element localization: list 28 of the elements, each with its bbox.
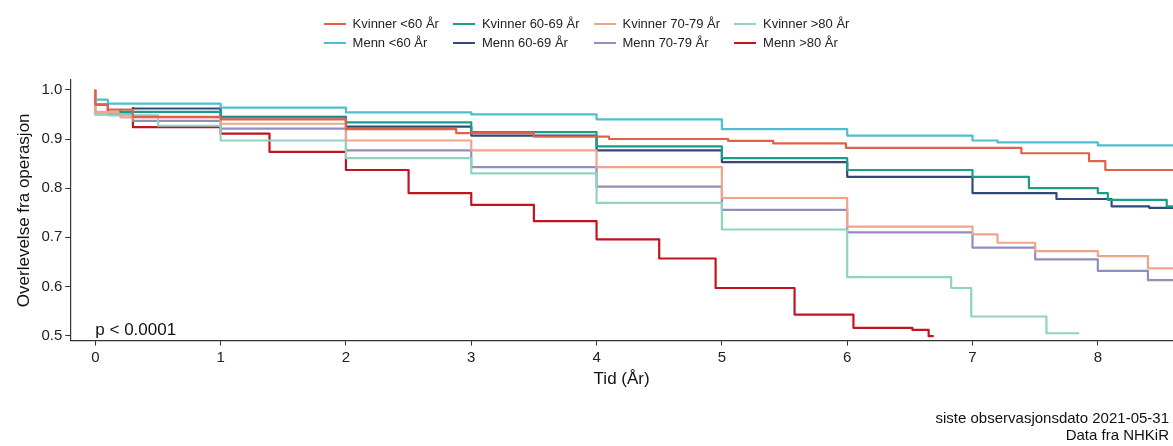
x-tick-label: 0 bbox=[91, 347, 100, 365]
legend-label: Menn 70-79 År bbox=[622, 35, 709, 50]
legend-label: Kvinner 60-69 År bbox=[481, 16, 580, 31]
x-tick-label: 8 bbox=[1093, 347, 1102, 365]
x-tick-label: 7 bbox=[968, 347, 977, 365]
text: Data fra NHKiR bbox=[1064, 426, 1169, 443]
x-tick-label: 1 bbox=[216, 347, 225, 365]
legend-label: Menn <60 År bbox=[352, 35, 428, 50]
y-tick-label: 0.6 bbox=[41, 276, 63, 294]
legend-label: Kvinner <60 År bbox=[352, 16, 439, 31]
x-tick-label: 2 bbox=[341, 347, 351, 365]
y-tick-label: 0.8 bbox=[41, 178, 63, 196]
x-axis-title: Tid (År) bbox=[593, 369, 650, 389]
y-tick-label: 0.5 bbox=[41, 325, 63, 343]
legend-label: Kvinner >80 År bbox=[763, 16, 850, 31]
annotation: p < 0.0001 bbox=[95, 319, 177, 339]
y-tick-label: 0.7 bbox=[41, 227, 63, 245]
legend-label: Menn 60-69 År bbox=[481, 35, 568, 50]
legend-label: Kvinner 70-79 År bbox=[622, 16, 721, 31]
legend-label: Menn >80 År bbox=[763, 35, 838, 50]
text: siste observasjonsdato 2021-05-31 bbox=[935, 409, 1169, 426]
x-tick-label: 5 bbox=[717, 347, 727, 365]
x-tick-label: 4 bbox=[592, 347, 601, 365]
x-tick-label: 6 bbox=[843, 347, 852, 365]
y-tick-label: 1.0 bbox=[41, 79, 63, 97]
y-axis-title: Overlevelse fra operasjon bbox=[13, 113, 33, 308]
y-tick-label: 0.9 bbox=[41, 129, 63, 147]
x-tick-label: 3 bbox=[467, 347, 476, 365]
